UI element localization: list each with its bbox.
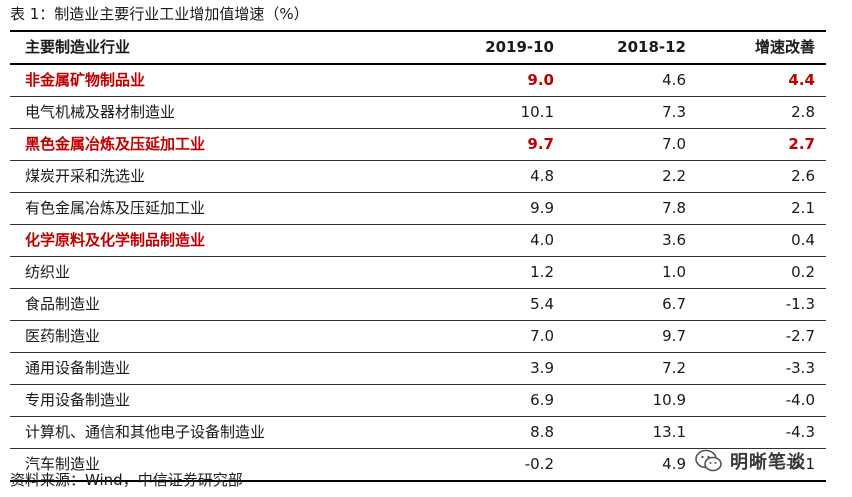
header-2018-12: 2018-12 <box>617 38 686 56</box>
table-caption: 表 1：制造业主要行业工业增加值增速（%） <box>10 5 309 23</box>
row-value-improvement: -2.7 <box>785 327 815 345</box>
row-industry-name: 计算机、通信和其他电子设备制造业 <box>25 423 266 441</box>
table-header-row: 主要制造业行业 2019-10 2018-12 增速改善 <box>10 32 826 65</box>
row-value-2019-10: 8.8 <box>530 423 554 441</box>
row-value-improvement: -4.3 <box>785 423 815 441</box>
row-value-2018-12: 7.3 <box>662 103 686 121</box>
row-value-2018-12: 3.6 <box>662 231 686 249</box>
table-row: 汽车制造业 -0.2 4.9 -5.1 <box>10 449 826 480</box>
row-value-2019-10: -0.2 <box>524 455 554 473</box>
row-value-improvement: 2.7 <box>788 135 815 153</box>
watermark-text: 明晰笔谈 <box>730 452 806 473</box>
table-row: 计算机、通信和其他电子设备制造业 8.8 13.1 -4.3 <box>10 417 826 449</box>
table-row: 有色金属冶炼及压延加工业 9.9 7.8 2.1 <box>10 193 826 225</box>
table-row: 电气机械及器材制造业 10.1 7.3 2.8 <box>10 97 826 129</box>
table-bottom-rule <box>10 480 826 482</box>
row-value-2018-12: 4.6 <box>662 71 686 89</box>
row-value-2019-10: 3.9 <box>530 359 554 377</box>
row-value-2019-10: 10.1 <box>520 103 554 121</box>
row-value-2018-12: 2.2 <box>662 167 686 185</box>
header-improvement: 增速改善 <box>754 38 815 56</box>
row-value-2019-10: 4.0 <box>530 231 554 249</box>
row-value-2018-12: 6.7 <box>662 295 686 313</box>
row-industry-name: 非金属矿物制品业 <box>25 71 146 89</box>
table-row: 食品制造业 5.4 6.7 -1.3 <box>10 289 826 321</box>
row-industry-name: 有色金属冶炼及压延加工业 <box>25 199 206 217</box>
row-value-improvement: 2.6 <box>791 167 815 185</box>
table-row: 通用设备制造业 3.9 7.2 -3.3 <box>10 353 826 385</box>
row-value-2018-12: 9.7 <box>662 327 686 345</box>
table-row: 化学原料及化学制品制造业 4.0 3.6 0.4 <box>10 225 826 257</box>
row-value-2019-10: 7.0 <box>530 327 554 345</box>
row-value-improvement: 0.4 <box>791 231 815 249</box>
table-row: 非金属矿物制品业 9.0 4.6 4.4 <box>10 65 826 97</box>
row-value-2019-10: 9.0 <box>527 71 554 89</box>
row-industry-name: 煤炭开采和洗选业 <box>25 167 146 185</box>
row-value-improvement: 2.1 <box>791 199 815 217</box>
row-value-2018-12: 1.0 <box>662 263 686 281</box>
row-value-2019-10: 1.2 <box>530 263 554 281</box>
row-value-2018-12: 4.9 <box>662 455 686 473</box>
row-industry-name: 汽车制造业 <box>25 455 101 473</box>
row-industry-name: 医药制造业 <box>25 327 101 345</box>
row-value-improvement: -5.1 <box>785 455 815 473</box>
row-industry-name: 黑色金属冶炼及压延加工业 <box>25 135 206 153</box>
row-value-2018-12: 10.9 <box>652 391 686 409</box>
row-value-2019-10: 5.4 <box>530 295 554 313</box>
table-row: 黑色金属冶炼及压延加工业 9.7 7.0 2.7 <box>10 129 826 161</box>
watermark: 明晰笔谈 <box>694 444 806 478</box>
row-industry-name: 电气机械及器材制造业 <box>25 103 176 121</box>
row-industry-name: 通用设备制造业 <box>25 359 131 377</box>
row-value-2019-10: 9.7 <box>527 135 554 153</box>
row-value-2018-12: 7.2 <box>662 359 686 377</box>
row-value-improvement: -1.3 <box>785 295 815 313</box>
industry-growth-table: 主要制造业行业 2019-10 2018-12 增速改善 非金属矿物制品业 9.… <box>10 30 826 482</box>
row-industry-name: 纺织业 <box>25 263 71 281</box>
row-industry-name: 专用设备制造业 <box>25 391 131 409</box>
wechat-icon <box>694 448 724 474</box>
header-industry: 主要制造业行业 <box>25 38 131 56</box>
row-value-2019-10: 9.9 <box>530 199 554 217</box>
row-value-improvement: -4.0 <box>785 391 815 409</box>
row-value-2019-10: 4.8 <box>530 167 554 185</box>
source-note: 资料来源：Wind，中信证券研究部 <box>10 471 243 489</box>
table-row: 煤炭开采和洗选业 4.8 2.2 2.6 <box>10 161 826 193</box>
row-value-2019-10: 6.9 <box>530 391 554 409</box>
header-2019-10: 2019-10 <box>485 38 554 56</box>
table-row: 专用设备制造业 6.9 10.9 -4.0 <box>10 385 826 417</box>
row-value-improvement: 4.4 <box>788 71 815 89</box>
row-value-2018-12: 7.8 <box>662 199 686 217</box>
row-industry-name: 食品制造业 <box>25 295 101 313</box>
table-top-rule <box>10 30 826 32</box>
row-industry-name: 化学原料及化学制品制造业 <box>25 231 206 249</box>
row-value-improvement: -3.3 <box>785 359 815 377</box>
row-value-improvement: 2.8 <box>791 103 815 121</box>
table-row: 医药制造业 7.0 9.7 -2.7 <box>10 321 826 353</box>
row-value-improvement: 0.2 <box>791 263 815 281</box>
table-row: 纺织业 1.2 1.0 0.2 <box>10 257 826 289</box>
row-value-2018-12: 7.0 <box>662 135 686 153</box>
row-value-2018-12: 13.1 <box>652 423 686 441</box>
